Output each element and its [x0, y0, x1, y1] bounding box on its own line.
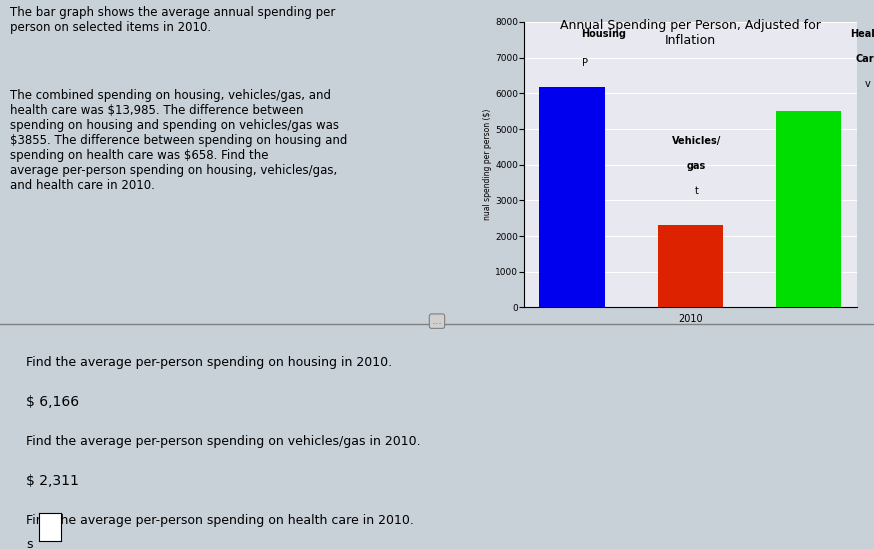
Text: v: v — [865, 79, 871, 89]
Text: Find the average per-person spending on vehicles/gas in 2010.: Find the average per-person spending on … — [26, 435, 421, 448]
Text: Find the average per-person spending on housing in 2010.: Find the average per-person spending on … — [26, 356, 392, 369]
Text: gas: gas — [687, 161, 706, 171]
Y-axis label: nual spending per person ($): nual spending per person ($) — [483, 109, 492, 220]
X-axis label: 2010: 2010 — [678, 313, 703, 324]
Text: Annual Spending per Person, Adjusted for
Inflation: Annual Spending per Person, Adjusted for… — [560, 19, 821, 47]
Bar — [776, 111, 842, 307]
Text: P: P — [581, 58, 587, 68]
Text: ...: ... — [432, 316, 442, 326]
Text: s: s — [26, 538, 32, 549]
Bar — [658, 225, 723, 307]
Text: Care: Care — [856, 54, 874, 64]
Text: Housing: Housing — [581, 29, 627, 39]
Text: $ 6,166: $ 6,166 — [26, 395, 80, 410]
Text: t: t — [695, 186, 698, 196]
Text: Health: Health — [850, 29, 874, 39]
Text: The combined spending on housing, vehicles/gas, and
health care was $13,985. The: The combined spending on housing, vehicl… — [10, 89, 347, 192]
Text: Find the average per-person spending on health care in 2010.: Find the average per-person spending on … — [26, 514, 414, 527]
Text: The bar graph shows the average annual spending per
person on selected items in : The bar graph shows the average annual s… — [10, 7, 335, 35]
Text: $ 2,311: $ 2,311 — [26, 474, 79, 489]
Bar — [539, 87, 605, 307]
Text: Vehicles/: Vehicles/ — [672, 136, 721, 146]
